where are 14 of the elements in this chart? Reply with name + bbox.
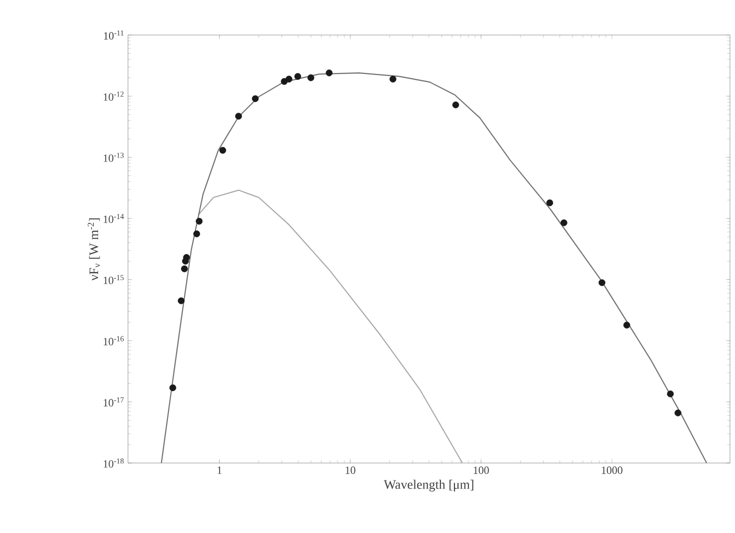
y-tick-label: 10$^{-16}$ <box>104 336 124 346</box>
y-axis-title: νF$_{ν}$ [W m$^{-2}$] <box>88 218 100 281</box>
x-tick-label: 100 <box>474 466 489 474</box>
y-tick-label: 10$^{-15}$ <box>104 275 124 284</box>
x-tick-label: 10 <box>346 466 356 474</box>
y-tick-label: 10$^{-13}$ <box>104 152 124 162</box>
y-tick-label: 10$^{-17}$ <box>104 397 124 406</box>
y-tick-label: 10$^{-18}$ <box>104 458 124 468</box>
y-tick-label: 10$^{-12}$ <box>104 92 124 101</box>
x-axis-title: Wavelength [μm] <box>384 480 474 492</box>
x-tick-label: 1 <box>218 466 222 474</box>
x-tick-label: 1000 <box>602 466 622 474</box>
y-tick-label: 10$^{-14}$ <box>104 214 124 224</box>
y-tick-label: 10$^{-11}$ <box>104 30 124 40</box>
